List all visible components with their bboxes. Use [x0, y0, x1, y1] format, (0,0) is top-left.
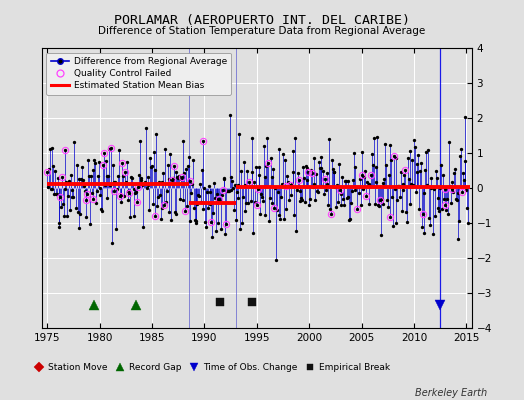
Text: Difference of Station Temperature Data from Regional Average: Difference of Station Temperature Data f…: [99, 26, 425, 36]
Text: PORLAMAR (AEROPUERTO INT. DEL CARIBE): PORLAMAR (AEROPUERTO INT. DEL CARIBE): [114, 14, 410, 27]
Text: Berkeley Earth: Berkeley Earth: [415, 388, 487, 398]
Legend: Difference from Regional Average, Quality Control Failed, Estimated Station Mean: Difference from Regional Average, Qualit…: [47, 52, 231, 95]
Legend: Station Move, Record Gap, Time of Obs. Change, Empirical Break: Station Move, Record Gap, Time of Obs. C…: [31, 360, 393, 375]
